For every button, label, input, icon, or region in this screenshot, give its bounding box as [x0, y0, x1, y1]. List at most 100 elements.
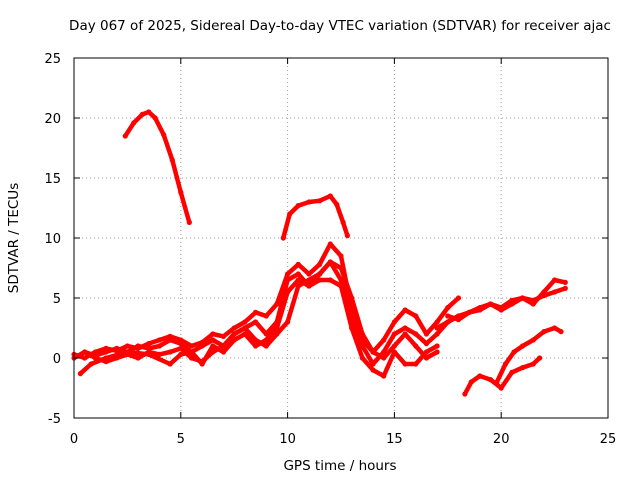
- data-point: [146, 349, 152, 355]
- data-point: [156, 343, 163, 349]
- data-point: [402, 331, 408, 337]
- data-point: [295, 203, 301, 209]
- data-point: [131, 120, 137, 126]
- data-point: [231, 331, 237, 337]
- series-line: [494, 325, 564, 385]
- data-point: [167, 349, 173, 355]
- data-point: [146, 109, 152, 115]
- data-point: [562, 285, 568, 291]
- data-point: [178, 341, 184, 347]
- data-point: [169, 157, 175, 163]
- data-point: [434, 325, 440, 331]
- data-point: [359, 343, 365, 349]
- data-point: [210, 331, 216, 337]
- data-point: [124, 351, 130, 357]
- data-point: [445, 313, 451, 319]
- data-point: [199, 343, 205, 349]
- data-point: [306, 283, 312, 289]
- y-tick-label: 25: [44, 52, 61, 67]
- data-point: [477, 373, 483, 379]
- data-point: [317, 277, 323, 283]
- data-point: [186, 219, 192, 225]
- data-point: [317, 271, 323, 277]
- data-point: [498, 305, 504, 311]
- data-point: [88, 361, 94, 367]
- data-point: [434, 331, 440, 337]
- data-point: [359, 355, 365, 361]
- data-point: [509, 297, 515, 303]
- y-tick-label: 5: [53, 292, 61, 307]
- data-point: [558, 329, 564, 335]
- data-point: [167, 333, 173, 339]
- data-point: [146, 341, 152, 347]
- data-point: [381, 355, 387, 361]
- data-point: [327, 241, 333, 247]
- data-point: [370, 367, 376, 373]
- data-point: [135, 343, 141, 349]
- x-tick-label: 20: [493, 432, 510, 447]
- data-point: [317, 261, 323, 267]
- data-point: [103, 359, 109, 365]
- data-point: [519, 295, 526, 301]
- series-arc-1: [122, 109, 192, 225]
- data-point: [494, 379, 500, 385]
- data-point: [156, 351, 163, 357]
- axes: 0 5 10 15 20 25 -5 0 5 10 15 20 25: [44, 52, 616, 447]
- data-point: [220, 343, 227, 349]
- data-point: [338, 277, 344, 283]
- data-point: [413, 331, 419, 337]
- data-point: [306, 199, 312, 205]
- data-point: [327, 277, 333, 283]
- data-point: [381, 373, 387, 379]
- data-point: [274, 301, 280, 307]
- series-arc-8: [445, 285, 568, 323]
- data-point: [530, 337, 536, 343]
- data-point: [82, 349, 88, 355]
- x-tick-label: 5: [177, 432, 185, 447]
- x-tick-label: 15: [386, 432, 403, 447]
- data-point: [295, 283, 301, 289]
- data-point: [77, 371, 84, 377]
- data-point: [210, 343, 216, 349]
- data-point: [334, 201, 340, 207]
- data-point: [498, 385, 504, 391]
- data-point: [287, 211, 293, 217]
- data-point: [295, 271, 301, 277]
- y-tick-label: 0: [53, 352, 61, 367]
- data-point: [511, 349, 517, 355]
- data-point: [188, 343, 195, 349]
- series-arc-2: [280, 193, 351, 241]
- data-point: [285, 319, 291, 325]
- data-point: [423, 355, 430, 361]
- data-point: [423, 341, 430, 347]
- data-point: [455, 295, 462, 301]
- data-point: [285, 289, 291, 295]
- data-point: [285, 277, 291, 283]
- data-point: [135, 355, 141, 361]
- data-point: [541, 329, 547, 335]
- data-point: [263, 343, 269, 349]
- data-point: [359, 331, 365, 337]
- x-tick-label: 10: [279, 432, 296, 447]
- data-point: [462, 391, 468, 397]
- data-point: [242, 325, 248, 331]
- series-layer: [71, 109, 568, 397]
- data-point: [152, 115, 158, 121]
- data-point: [413, 313, 419, 319]
- data-point: [530, 297, 536, 303]
- data-point: [122, 133, 128, 139]
- data-point: [139, 111, 145, 117]
- plot-frame: [73, 57, 609, 419]
- data-point: [167, 361, 173, 367]
- data-point: [231, 325, 237, 331]
- x-tick-label: 0: [70, 432, 78, 447]
- y-tick-label: 10: [44, 232, 61, 247]
- series-line: [445, 286, 568, 322]
- data-point: [220, 333, 227, 339]
- data-point: [413, 361, 419, 367]
- data-point: [199, 359, 205, 365]
- data-point: [344, 233, 351, 239]
- data-point: [156, 337, 163, 343]
- series-arc-10: [494, 325, 564, 385]
- x-tick-label: 25: [600, 432, 617, 447]
